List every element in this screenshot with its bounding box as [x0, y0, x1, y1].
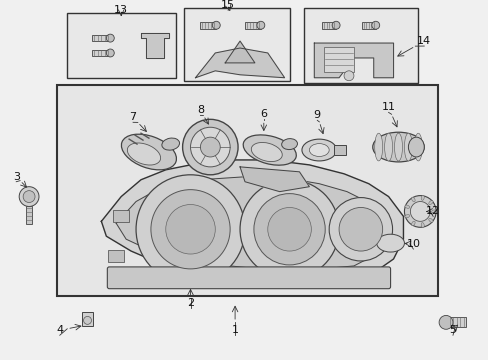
Ellipse shape	[420, 222, 424, 228]
Ellipse shape	[394, 133, 402, 161]
Text: 1: 1	[231, 325, 238, 335]
Bar	[57, 85, 437, 296]
Text: 2: 2	[186, 298, 194, 307]
Circle shape	[404, 195, 435, 227]
Polygon shape	[141, 33, 168, 58]
Circle shape	[136, 175, 244, 284]
Ellipse shape	[309, 144, 328, 157]
Circle shape	[83, 316, 91, 324]
Bar	[244, 22, 260, 29]
Bar	[322, 22, 335, 29]
Text: 15: 15	[221, 0, 235, 10]
Bar	[92, 35, 110, 41]
Polygon shape	[240, 167, 309, 192]
Circle shape	[253, 194, 325, 265]
Circle shape	[212, 21, 220, 29]
Ellipse shape	[127, 143, 160, 165]
Ellipse shape	[407, 137, 424, 157]
Bar	[333, 145, 346, 155]
Circle shape	[438, 315, 452, 329]
Circle shape	[409, 202, 429, 221]
Ellipse shape	[251, 143, 282, 162]
Polygon shape	[116, 177, 388, 271]
Bar	[108, 250, 124, 262]
Circle shape	[328, 198, 392, 261]
Circle shape	[331, 21, 339, 29]
Circle shape	[165, 204, 215, 254]
Circle shape	[256, 21, 264, 29]
Circle shape	[200, 137, 220, 157]
Bar	[447, 318, 465, 327]
Bar	[81, 312, 93, 326]
Bar	[361, 22, 375, 29]
Circle shape	[267, 207, 311, 251]
Ellipse shape	[404, 205, 409, 208]
Circle shape	[240, 180, 338, 279]
Text: 8: 8	[197, 105, 203, 116]
Ellipse shape	[281, 139, 297, 149]
Ellipse shape	[374, 133, 382, 161]
Bar	[66, 13, 175, 78]
Ellipse shape	[420, 195, 424, 200]
Ellipse shape	[411, 221, 414, 226]
Circle shape	[106, 49, 114, 57]
Ellipse shape	[431, 210, 436, 213]
Circle shape	[23, 191, 35, 203]
Circle shape	[190, 127, 230, 167]
Ellipse shape	[243, 135, 296, 165]
FancyBboxPatch shape	[107, 267, 390, 289]
Text: 5: 5	[448, 325, 455, 335]
Ellipse shape	[428, 201, 432, 204]
Ellipse shape	[121, 134, 176, 170]
Text: 6: 6	[260, 109, 267, 120]
Text: 7: 7	[129, 112, 136, 122]
Polygon shape	[101, 160, 403, 283]
Text: 13: 13	[114, 5, 128, 15]
Circle shape	[151, 190, 230, 269]
Ellipse shape	[384, 133, 392, 161]
Ellipse shape	[162, 138, 179, 150]
Ellipse shape	[376, 234, 404, 252]
Bar	[26, 207, 32, 224]
Text: 4: 4	[56, 325, 63, 335]
Bar	[92, 50, 110, 56]
Bar	[304, 8, 417, 83]
Ellipse shape	[413, 133, 422, 161]
Bar	[200, 22, 216, 29]
Circle shape	[338, 207, 382, 251]
Polygon shape	[225, 41, 254, 63]
Text: 9: 9	[313, 111, 320, 120]
Bar	[113, 211, 129, 222]
Text: 10: 10	[406, 239, 420, 249]
Polygon shape	[195, 48, 284, 78]
Circle shape	[371, 21, 379, 29]
Text: 11: 11	[381, 103, 395, 112]
Circle shape	[106, 34, 114, 42]
Bar	[183, 8, 289, 81]
Circle shape	[344, 71, 353, 81]
Ellipse shape	[411, 197, 414, 202]
Circle shape	[19, 187, 39, 207]
Polygon shape	[314, 43, 393, 78]
Ellipse shape	[301, 139, 336, 161]
Ellipse shape	[404, 133, 411, 161]
Ellipse shape	[428, 219, 432, 222]
Text: 14: 14	[416, 36, 430, 46]
Ellipse shape	[404, 215, 409, 218]
Circle shape	[182, 119, 238, 175]
Text: 3: 3	[13, 172, 20, 182]
Text: 12: 12	[425, 206, 439, 216]
Ellipse shape	[372, 132, 424, 162]
Bar	[324, 47, 353, 72]
